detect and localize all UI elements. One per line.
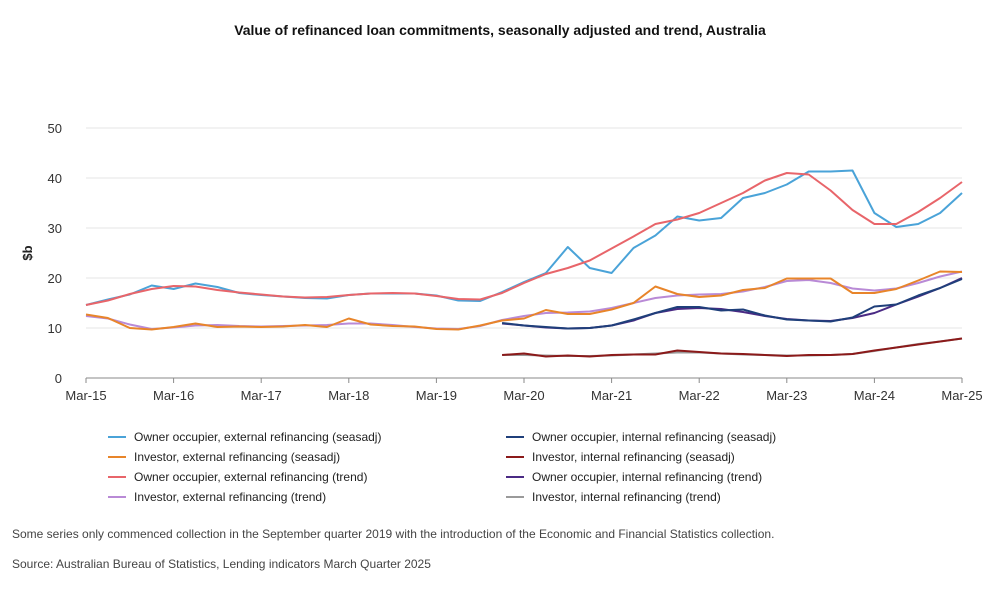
y-tick-label: 50 [48, 121, 62, 136]
legend-item: Owner occupier, external refinancing (tr… [108, 470, 367, 484]
y-tick-label: 40 [48, 171, 62, 186]
legend-swatch [506, 496, 524, 498]
legend-swatch [108, 496, 126, 498]
legend-label: Investor, internal refinancing (trend) [532, 490, 721, 504]
legend-item: Investor, external refinancing (trend) [108, 490, 326, 504]
legend-label: Investor, external refinancing (seasadj) [134, 450, 341, 464]
y-tick-label: 10 [48, 321, 62, 336]
legend-item: Investor, internal refinancing (seasadj) [506, 450, 735, 464]
x-tick-label: Mar-19 [416, 388, 457, 403]
legend-item: Investor, external refinancing (seasadj) [108, 450, 340, 464]
y-tick-label: 0 [55, 371, 62, 386]
gridlines [86, 127, 962, 379]
series-line-6 [502, 277, 963, 330]
x-tick-label: Mar-20 [503, 388, 544, 403]
legend-item: Investor, internal refinancing (trend) [506, 490, 721, 504]
legend-label: Investor, internal refinancing (seasadj) [532, 450, 735, 464]
y-tick-label: 20 [48, 271, 62, 286]
x-tick-label: Mar-23 [766, 388, 807, 403]
series-line-2 [501, 278, 963, 330]
series-line-4 [502, 337, 963, 358]
legend-item: Owner occupier, external refinancing (se… [108, 430, 381, 444]
legend-item: Owner occupier, internal refinancing (tr… [506, 470, 762, 484]
legend-label: Owner occupier, external refinancing (se… [134, 430, 382, 444]
legend-label: Investor, external refinancing (trend) [134, 490, 327, 504]
series-line-3 [85, 270, 963, 331]
x-tick-label: Mar-22 [679, 388, 720, 403]
x-tick-label: Mar-18 [328, 388, 369, 403]
legend-label: Owner occupier, internal refinancing (tr… [532, 470, 763, 484]
legend-swatch [506, 456, 524, 458]
series-line-5 [85, 172, 963, 306]
legend-swatch [506, 436, 524, 438]
x-tick-label: Mar-15 [65, 388, 106, 403]
legend-swatch [108, 476, 126, 478]
series-lines [85, 169, 963, 358]
legend-swatch [506, 476, 524, 478]
x-tick-label: Mar-16 [153, 388, 194, 403]
x-tick-label: Mar-24 [854, 388, 895, 403]
legend-swatch [108, 436, 126, 438]
y-axis-ticks: 0 10 20 30 40 50 [48, 121, 62, 386]
legend-label: Owner occupier, internal refinancing (se… [532, 430, 777, 444]
y-axis-label: $b [20, 245, 35, 260]
x-axis-ticks: Mar-15 Mar-16 Mar-17 Mar-18 Mar-19 Mar-20 Mar-… [65, 378, 983, 403]
y-tick-label: 30 [48, 221, 62, 236]
legend-label: Owner occupier, external refinancing (tr… [134, 470, 368, 484]
chart-title: Value of refinanced loan commitments, se… [234, 22, 766, 38]
x-tick-label: Mar-17 [241, 388, 282, 403]
x-tick-label: Mar-21 [591, 388, 632, 403]
source-note: Source: Australian Bureau of Statistics,… [12, 557, 431, 571]
x-tick-label: Mar-25 [941, 388, 982, 403]
legend-item: Owner occupier, internal refinancing (se… [506, 430, 776, 444]
legend-swatch [108, 456, 126, 458]
footnote: Some series only commenced collection in… [12, 527, 775, 541]
